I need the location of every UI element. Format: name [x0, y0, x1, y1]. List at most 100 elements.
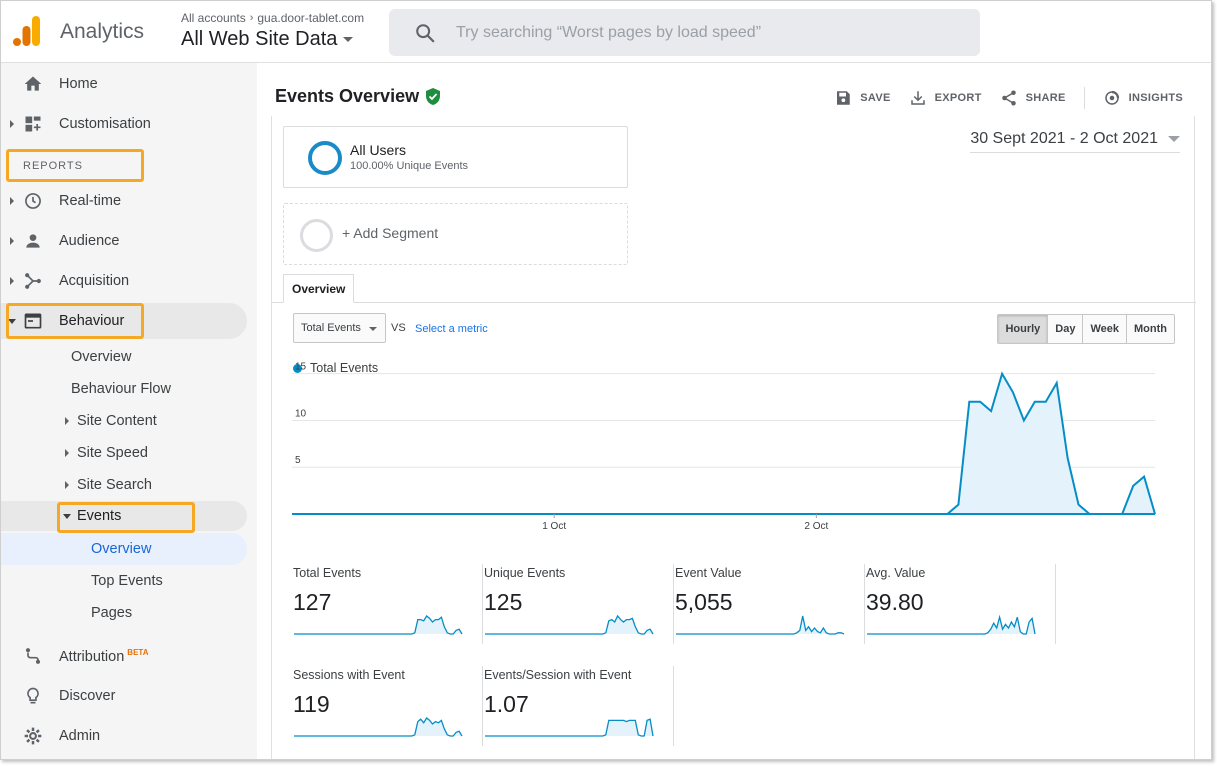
sidebar-item-label: Events	[77, 508, 122, 524]
expand-arrow-icon[interactable]	[65, 481, 69, 489]
chevron-right-icon: ›	[249, 12, 254, 24]
scorecard-title: Event Value	[675, 566, 742, 580]
sidebar-item-label: Site Speed	[77, 445, 148, 461]
scorecard-sparkline	[485, 614, 654, 635]
report-toolbar: SAVE EXPORT SHARE INSIGHTS	[834, 87, 1183, 109]
lightbulb-icon	[27, 687, 39, 704]
breadcrumb-property[interactable]: gua.door-tablet.com	[257, 11, 365, 25]
scorecard-title: Total Events	[293, 566, 362, 580]
scorecard-value: 1.07	[484, 691, 529, 717]
granularity-month-button[interactable]: Month	[1126, 315, 1174, 343]
segment-all-users[interactable]: All Users 100.00% Unique Events	[283, 126, 628, 188]
expand-arrow-icon[interactable]	[10, 120, 14, 128]
sidebar-item-acquisition[interactable]: Acquisition	[1, 263, 247, 299]
sparkline-line	[485, 614, 654, 635]
add-segment-button[interactable]: + Add Segment	[283, 203, 628, 265]
sparkline-fill	[485, 616, 653, 634]
breadcrumb-all-accounts[interactable]: All accounts	[181, 11, 246, 25]
sidebar-item-label: Home	[59, 76, 98, 92]
scorecard[interactable]: Sessions with Event 119	[292, 666, 483, 746]
share-button[interactable]: SHARE	[1000, 89, 1066, 107]
scorecard-value: 5,055	[675, 589, 733, 615]
granularity-hourly-button[interactable]: Hourly	[998, 315, 1048, 343]
acquisition-branch-icon	[25, 273, 41, 289]
sidebar-item-label: Acquisition	[59, 273, 130, 289]
sidebar-item-label: Overview	[71, 349, 132, 365]
insights-button[interactable]: INSIGHTS	[1103, 89, 1183, 107]
date-range-picker[interactable]: 30 Sept 2021 - 2 Oct 2021	[970, 130, 1180, 153]
sidebar-item-audience[interactable]: Audience	[1, 223, 247, 259]
export-button[interactable]: EXPORT	[909, 89, 982, 107]
tab-bar-line	[272, 302, 1196, 303]
sidebar-item-home[interactable]: Home	[1, 66, 247, 102]
gear-icon	[24, 727, 42, 745]
account-breadcrumb[interactable]: All accounts › gua.door-tablet.com	[181, 11, 364, 25]
share-icon	[1001, 90, 1016, 106]
reports-section-label: REPORTS	[23, 160, 83, 172]
sidebar-item-label: Customisation	[59, 116, 151, 132]
insights-label: INSIGHTS	[1128, 92, 1183, 104]
export-label: EXPORT	[934, 92, 982, 104]
sidebar-item-label: Pages	[91, 605, 133, 621]
sidebar-item-top-events[interactable]: Top Events	[1, 566, 247, 596]
scorecard-sparkline	[867, 614, 1036, 635]
scorecard[interactable]: Avg. Value 39.80	[865, 564, 1056, 644]
expand-arrow-icon[interactable]	[10, 197, 14, 205]
sidebar-item-discover[interactable]: Discover	[1, 678, 247, 714]
scorecard[interactable]: Event Value 5,055	[674, 564, 865, 644]
save-button[interactable]: SAVE	[834, 89, 890, 107]
sidebar-item-site-speed[interactable]: Site Speed	[1, 438, 247, 468]
scorecard[interactable]: Unique Events 125	[483, 564, 674, 644]
toolbar-divider	[1083, 87, 1085, 109]
search-placeholder[interactable]: Try searching “Worst pages by load speed…	[456, 23, 762, 41]
sidebar-item-site-content[interactable]: Site Content	[1, 406, 247, 436]
insights-icon	[1104, 90, 1119, 105]
chart-legend: Total Events	[293, 361, 378, 375]
scorecard-sparkline	[676, 615, 845, 635]
sidebar-item-customisation[interactable]: Customisation	[1, 106, 247, 142]
tab-overview[interactable]: Overview	[283, 274, 355, 303]
sidebar-item-behaviour-overview[interactable]: Overview	[1, 342, 247, 372]
collapse-arrow-icon[interactable]	[63, 513, 71, 519]
scorecard[interactable]: Total Events 127	[292, 564, 483, 644]
sidebar-item-admin[interactable]: Admin	[1, 718, 247, 754]
sidebar-item-realtime[interactable]: Real-time	[1, 183, 247, 219]
expand-arrow-icon[interactable]	[65, 417, 69, 425]
sidebar-item-behaviour-flow[interactable]: Behaviour Flow	[1, 374, 247, 404]
sidebar-item-events[interactable]: Events	[1, 501, 247, 531]
y-tick-label: 15	[295, 362, 307, 373]
save-label: SAVE	[860, 92, 891, 104]
scorecard[interactable]: Events/Session with Event 1.07	[483, 666, 674, 746]
search-bar[interactable]: Try searching “Worst pages by load speed…	[389, 9, 980, 56]
segment-ring-icon	[308, 141, 342, 175]
expand-arrow-icon[interactable]	[10, 277, 14, 285]
events-line-chart[interactable]: 5 10 15 1 Oct 2 Oct	[292, 361, 1158, 541]
sidebar-item-attribution[interactable]: Attribution BETA	[1, 638, 247, 674]
date-range-text: 30 Sept 2021 - 2 Oct 2021	[970, 130, 1158, 147]
granularity-day-button[interactable]: Day	[1047, 315, 1083, 343]
sidebar-item-label: Discover	[59, 688, 116, 704]
clock-icon	[25, 193, 41, 209]
sidebar-item-site-search[interactable]: Site Search	[1, 470, 247, 500]
sidebar-item-label: Site Search	[77, 477, 152, 493]
home-icon	[24, 76, 42, 91]
person-icon	[26, 234, 40, 248]
sidebar-item-behaviour[interactable]: Behaviour	[1, 303, 247, 339]
select-metric-link[interactable]: Select a metric	[415, 323, 488, 335]
sidebar-item-label: Admin	[59, 728, 101, 744]
behaviour-window-icon	[24, 313, 42, 329]
segment-name: All Users	[350, 142, 407, 158]
view-selector[interactable]: All Web Site Data	[181, 28, 354, 51]
collapse-arrow-icon[interactable]	[8, 318, 16, 324]
scorecard-title: Unique Events	[484, 566, 566, 580]
sidebar-item-pages[interactable]: Pages	[1, 598, 247, 628]
scorecard-value: 125	[484, 589, 523, 615]
expand-arrow-icon[interactable]	[10, 237, 14, 245]
metric-dropdown[interactable]: Total Events	[293, 313, 386, 343]
sidebar-item-events-overview[interactable]: Overview	[1, 533, 247, 565]
share-label: SHARE	[1025, 92, 1066, 104]
granularity-week-button[interactable]: Week	[1082, 315, 1127, 343]
analytics-logo-icon[interactable]	[13, 16, 41, 46]
expand-arrow-icon[interactable]	[65, 449, 69, 457]
legend-label: Total Events	[310, 361, 379, 375]
